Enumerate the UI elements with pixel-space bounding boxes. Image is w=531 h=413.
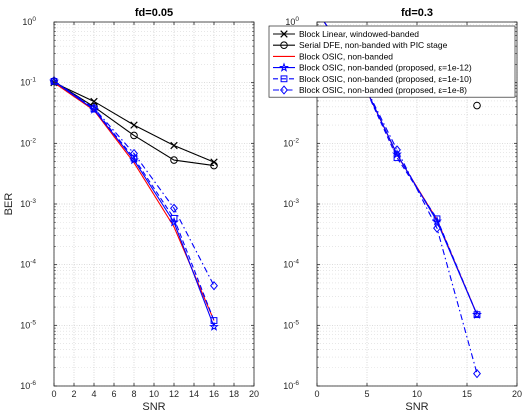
x-tick-label: 20 <box>512 389 522 399</box>
data-point <box>130 121 138 129</box>
x-tick-label: 5 <box>364 389 369 399</box>
series-line <box>316 11 478 315</box>
data-point <box>473 311 481 319</box>
data-point <box>170 156 178 164</box>
top-mask <box>0 0 314 22</box>
y-tick-label: 10-2 <box>20 137 36 148</box>
legend-box <box>268 25 516 98</box>
series-line <box>53 80 215 286</box>
legend-label: Block OSIC, non-banded <box>299 51 393 61</box>
data-point <box>210 281 218 291</box>
x-tick-label: 16 <box>209 389 219 399</box>
y-tick-label: 10-1 <box>20 77 36 88</box>
y-tick-label: 10-3 <box>20 198 36 209</box>
y-tick-label: 100 <box>22 16 36 27</box>
legend-label: Block OSIC, non-banded (proposed, ε=1e-1… <box>299 74 472 84</box>
data-point <box>130 148 138 159</box>
y-tick-label: 10-6 <box>20 380 36 391</box>
x-tick-label: 10 <box>412 389 422 399</box>
x-tick-label: 15 <box>462 389 472 399</box>
data-point <box>209 321 219 331</box>
y-tick-label: 100 <box>285 16 299 27</box>
series-0 <box>473 101 481 110</box>
x-tick-label: 20 <box>249 389 259 399</box>
chart-title: fd=0.3 <box>401 7 433 19</box>
data-point <box>433 223 441 233</box>
data-point <box>210 317 218 324</box>
y-tick-label: 10-2 <box>283 137 299 148</box>
y-tick-label: 10-5 <box>20 319 36 330</box>
x-axis-label: SNR <box>142 401 165 413</box>
x-tick-label: 12 <box>169 389 179 399</box>
series-line <box>316 11 478 374</box>
data-point <box>130 131 138 140</box>
legend-label: Block Linear, windowed-banded <box>299 29 419 39</box>
y-tick-label: 10-4 <box>283 259 299 270</box>
data-point <box>393 154 401 162</box>
legend-marker <box>280 75 288 83</box>
chart-right-fd03: 0510152010-610-510-410-310-210-1100fd=0.… <box>257 0 531 413</box>
x-tick-label: 6 <box>111 389 116 399</box>
legend-marker <box>280 30 288 38</box>
legend-marker <box>280 85 288 95</box>
data-point <box>90 97 98 106</box>
x-tick-label: 2 <box>71 389 76 399</box>
y-tick-label: 10-4 <box>20 259 36 270</box>
x-tick-label: 0 <box>314 389 319 399</box>
chart-title: fd=0.05 <box>135 7 173 19</box>
y-tick-label: 10-6 <box>283 380 299 391</box>
x-tick-label: 4 <box>91 389 96 399</box>
chart-left-fd005: 0 2 4 6 8 10 12 14 16 18 20 10-6 10-5 10-4 10-3 10-2 10-… <box>0 0 314 413</box>
y-tick-label: 10-5 <box>283 319 299 330</box>
data-point <box>433 215 441 223</box>
x-tick-label: 18 <box>229 389 239 399</box>
legend-label: Block OSIC, non-banded (proposed, ε=1e-8… <box>299 85 467 95</box>
legend-marker <box>280 41 288 50</box>
x-tick-label: 14 <box>189 389 199 399</box>
legend-label: Serial DFE, non-banded with PIC stage <box>299 40 448 50</box>
data-point <box>130 154 138 162</box>
legend-marker <box>279 62 289 72</box>
data-point <box>473 101 481 110</box>
data-point <box>170 141 178 150</box>
data-point <box>473 368 481 379</box>
x-tick-label: 10 <box>149 389 159 399</box>
data-point <box>393 145 401 155</box>
x-tick-label: 8 <box>131 389 136 399</box>
data-point <box>170 214 178 222</box>
top-mask <box>257 0 531 22</box>
x-axis-label: SNR <box>405 401 428 413</box>
data-point <box>90 103 98 113</box>
x-tick-label: 0 <box>51 389 56 399</box>
data-point <box>210 161 218 170</box>
data-point <box>170 203 178 213</box>
legend-label: Block OSIC, non-banded (proposed, ε=1e-1… <box>299 63 472 73</box>
y-tick-label: 10-3 <box>283 198 299 209</box>
y-axis-label: BER <box>3 193 15 216</box>
